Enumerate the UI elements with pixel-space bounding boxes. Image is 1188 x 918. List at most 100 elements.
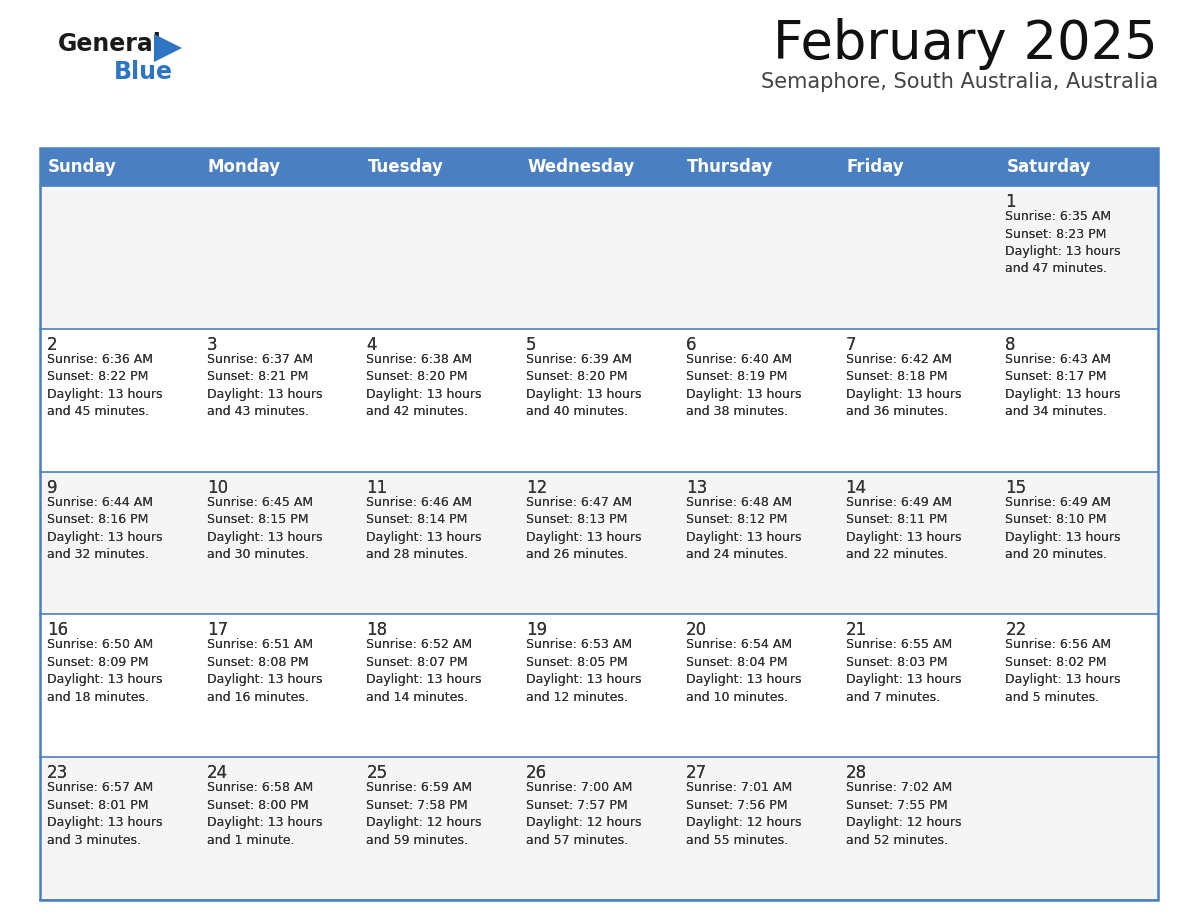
Text: Sunrise: 6:59 AM
Sunset: 7:58 PM
Daylight: 12 hours
and 59 minutes.: Sunrise: 6:59 AM Sunset: 7:58 PM Dayligh… xyxy=(366,781,482,846)
Text: 19: 19 xyxy=(526,621,548,640)
Bar xyxy=(40,186,1158,329)
Text: Sunrise: 6:48 AM
Sunset: 8:12 PM
Daylight: 13 hours
and 24 minutes.: Sunrise: 6:48 AM Sunset: 8:12 PM Dayligh… xyxy=(685,496,802,561)
Text: Sunrise: 7:02 AM
Sunset: 7:55 PM
Daylight: 12 hours
and 52 minutes.: Sunrise: 7:02 AM Sunset: 7:55 PM Dayligh… xyxy=(846,781,961,846)
Polygon shape xyxy=(154,34,182,62)
Text: Sunrise: 6:36 AM
Sunset: 8:22 PM
Daylight: 13 hours
and 45 minutes.: Sunrise: 6:36 AM Sunset: 8:22 PM Dayligh… xyxy=(48,353,163,419)
Text: Sunrise: 6:58 AM
Sunset: 8:00 PM
Daylight: 13 hours
and 1 minute.: Sunrise: 6:58 AM Sunset: 8:00 PM Dayligh… xyxy=(207,781,322,846)
Text: 25: 25 xyxy=(366,764,387,782)
Text: 5: 5 xyxy=(526,336,537,353)
Text: Sunrise: 6:46 AM
Sunset: 8:14 PM
Daylight: 13 hours
and 28 minutes.: Sunrise: 6:46 AM Sunset: 8:14 PM Dayligh… xyxy=(366,496,482,561)
Text: 23: 23 xyxy=(48,764,68,782)
Text: Sunrise: 6:47 AM
Sunset: 8:13 PM
Daylight: 13 hours
and 26 minutes.: Sunrise: 6:47 AM Sunset: 8:13 PM Dayligh… xyxy=(526,496,642,561)
Text: Sunrise: 6:42 AM
Sunset: 8:18 PM
Daylight: 13 hours
and 36 minutes.: Sunrise: 6:42 AM Sunset: 8:18 PM Dayligh… xyxy=(846,353,961,419)
Text: 17: 17 xyxy=(207,621,228,640)
Text: Sunrise: 6:38 AM
Sunset: 8:20 PM
Daylight: 13 hours
and 42 minutes.: Sunrise: 6:38 AM Sunset: 8:20 PM Dayligh… xyxy=(366,353,482,419)
Text: Sunrise: 6:55 AM
Sunset: 8:03 PM
Daylight: 13 hours
and 7 minutes.: Sunrise: 6:55 AM Sunset: 8:03 PM Dayligh… xyxy=(846,638,961,704)
Text: Sunrise: 6:40 AM
Sunset: 8:19 PM
Daylight: 13 hours
and 38 minutes.: Sunrise: 6:40 AM Sunset: 8:19 PM Dayligh… xyxy=(685,353,802,419)
Text: Sunrise: 6:53 AM
Sunset: 8:05 PM
Daylight: 13 hours
and 12 minutes.: Sunrise: 6:53 AM Sunset: 8:05 PM Dayligh… xyxy=(526,638,642,704)
Text: 21: 21 xyxy=(846,621,867,640)
Text: 15: 15 xyxy=(1005,478,1026,497)
Text: Sunrise: 6:51 AM
Sunset: 8:08 PM
Daylight: 13 hours
and 16 minutes.: Sunrise: 6:51 AM Sunset: 8:08 PM Dayligh… xyxy=(207,638,322,704)
Text: 26: 26 xyxy=(526,764,548,782)
Text: 15: 15 xyxy=(1005,478,1026,497)
Text: Sunrise: 6:37 AM
Sunset: 8:21 PM
Daylight: 13 hours
and 43 minutes.: Sunrise: 6:37 AM Sunset: 8:21 PM Dayligh… xyxy=(207,353,322,419)
Text: Sunrise: 6:48 AM
Sunset: 8:12 PM
Daylight: 13 hours
and 24 minutes.: Sunrise: 6:48 AM Sunset: 8:12 PM Dayligh… xyxy=(685,496,802,561)
Text: Sunrise: 6:49 AM
Sunset: 8:10 PM
Daylight: 13 hours
and 20 minutes.: Sunrise: 6:49 AM Sunset: 8:10 PM Dayligh… xyxy=(1005,496,1120,561)
Text: 14: 14 xyxy=(846,478,867,497)
Text: Sunrise: 6:35 AM
Sunset: 8:23 PM
Daylight: 13 hours
and 47 minutes.: Sunrise: 6:35 AM Sunset: 8:23 PM Dayligh… xyxy=(1005,210,1120,275)
Text: Sunrise: 6:56 AM
Sunset: 8:02 PM
Daylight: 13 hours
and 5 minutes.: Sunrise: 6:56 AM Sunset: 8:02 PM Dayligh… xyxy=(1005,638,1120,704)
Text: Sunrise: 6:59 AM
Sunset: 7:58 PM
Daylight: 12 hours
and 59 minutes.: Sunrise: 6:59 AM Sunset: 7:58 PM Dayligh… xyxy=(366,781,482,846)
Text: 3: 3 xyxy=(207,336,217,353)
Bar xyxy=(40,148,1158,186)
Text: Sunrise: 6:53 AM
Sunset: 8:05 PM
Daylight: 13 hours
and 12 minutes.: Sunrise: 6:53 AM Sunset: 8:05 PM Dayligh… xyxy=(526,638,642,704)
Text: 3: 3 xyxy=(207,336,217,353)
Text: Sunrise: 6:51 AM
Sunset: 8:08 PM
Daylight: 13 hours
and 16 minutes.: Sunrise: 6:51 AM Sunset: 8:08 PM Dayligh… xyxy=(207,638,322,704)
Text: Sunrise: 6:42 AM
Sunset: 8:18 PM
Daylight: 13 hours
and 36 minutes.: Sunrise: 6:42 AM Sunset: 8:18 PM Dayligh… xyxy=(846,353,961,419)
Text: 18: 18 xyxy=(366,621,387,640)
Text: Sunrise: 6:44 AM
Sunset: 8:16 PM
Daylight: 13 hours
and 32 minutes.: Sunrise: 6:44 AM Sunset: 8:16 PM Dayligh… xyxy=(48,496,163,561)
Text: Sunrise: 6:43 AM
Sunset: 8:17 PM
Daylight: 13 hours
and 34 minutes.: Sunrise: 6:43 AM Sunset: 8:17 PM Dayligh… xyxy=(1005,353,1120,419)
Text: Sunrise: 6:56 AM
Sunset: 8:02 PM
Daylight: 13 hours
and 5 minutes.: Sunrise: 6:56 AM Sunset: 8:02 PM Dayligh… xyxy=(1005,638,1120,704)
Text: 2: 2 xyxy=(48,336,58,353)
Text: 13: 13 xyxy=(685,478,707,497)
Text: Monday: Monday xyxy=(208,158,280,176)
Text: 22: 22 xyxy=(1005,621,1026,640)
Text: Sunrise: 6:39 AM
Sunset: 8:20 PM
Daylight: 13 hours
and 40 minutes.: Sunrise: 6:39 AM Sunset: 8:20 PM Dayligh… xyxy=(526,353,642,419)
Text: 16: 16 xyxy=(48,621,68,640)
Text: Sunrise: 6:40 AM
Sunset: 8:19 PM
Daylight: 13 hours
and 38 minutes.: Sunrise: 6:40 AM Sunset: 8:19 PM Dayligh… xyxy=(685,353,802,419)
Text: Sunrise: 6:57 AM
Sunset: 8:01 PM
Daylight: 13 hours
and 3 minutes.: Sunrise: 6:57 AM Sunset: 8:01 PM Dayligh… xyxy=(48,781,163,846)
Text: Sunrise: 6:38 AM
Sunset: 8:20 PM
Daylight: 13 hours
and 42 minutes.: Sunrise: 6:38 AM Sunset: 8:20 PM Dayligh… xyxy=(366,353,482,419)
Text: Sunrise: 6:46 AM
Sunset: 8:14 PM
Daylight: 13 hours
and 28 minutes.: Sunrise: 6:46 AM Sunset: 8:14 PM Dayligh… xyxy=(366,496,482,561)
Text: Sunrise: 6:50 AM
Sunset: 8:09 PM
Daylight: 13 hours
and 18 minutes.: Sunrise: 6:50 AM Sunset: 8:09 PM Dayligh… xyxy=(48,638,163,704)
Text: Thursday: Thursday xyxy=(687,158,773,176)
Text: 8: 8 xyxy=(1005,336,1016,353)
Text: 19: 19 xyxy=(526,621,548,640)
Text: 24: 24 xyxy=(207,764,228,782)
Text: 13: 13 xyxy=(685,478,707,497)
Text: 9: 9 xyxy=(48,478,57,497)
Text: 1: 1 xyxy=(1005,193,1016,211)
Text: 25: 25 xyxy=(366,764,387,782)
Text: Wednesday: Wednesday xyxy=(527,158,634,176)
Text: Saturday: Saturday xyxy=(1006,158,1091,176)
Text: Sunrise: 6:49 AM
Sunset: 8:11 PM
Daylight: 13 hours
and 22 minutes.: Sunrise: 6:49 AM Sunset: 8:11 PM Dayligh… xyxy=(846,496,961,561)
Text: Sunrise: 6:45 AM
Sunset: 8:15 PM
Daylight: 13 hours
and 30 minutes.: Sunrise: 6:45 AM Sunset: 8:15 PM Dayligh… xyxy=(207,496,322,561)
Text: 5: 5 xyxy=(526,336,537,353)
Text: 22: 22 xyxy=(1005,621,1026,640)
Text: 10: 10 xyxy=(207,478,228,497)
Text: Sunrise: 6:50 AM
Sunset: 8:09 PM
Daylight: 13 hours
and 18 minutes.: Sunrise: 6:50 AM Sunset: 8:09 PM Dayligh… xyxy=(48,638,163,704)
Text: 6: 6 xyxy=(685,336,696,353)
Text: 26: 26 xyxy=(526,764,548,782)
Text: Tuesday: Tuesday xyxy=(367,158,443,176)
Text: Sunrise: 6:49 AM
Sunset: 8:10 PM
Daylight: 13 hours
and 20 minutes.: Sunrise: 6:49 AM Sunset: 8:10 PM Dayligh… xyxy=(1005,496,1120,561)
Text: Sunrise: 6:52 AM
Sunset: 8:07 PM
Daylight: 13 hours
and 14 minutes.: Sunrise: 6:52 AM Sunset: 8:07 PM Dayligh… xyxy=(366,638,482,704)
Text: Sunrise: 7:00 AM
Sunset: 7:57 PM
Daylight: 12 hours
and 57 minutes.: Sunrise: 7:00 AM Sunset: 7:57 PM Dayligh… xyxy=(526,781,642,846)
Text: Sunrise: 6:55 AM
Sunset: 8:03 PM
Daylight: 13 hours
and 7 minutes.: Sunrise: 6:55 AM Sunset: 8:03 PM Dayligh… xyxy=(846,638,961,704)
Text: Sunrise: 6:47 AM
Sunset: 8:13 PM
Daylight: 13 hours
and 26 minutes.: Sunrise: 6:47 AM Sunset: 8:13 PM Dayligh… xyxy=(526,496,642,561)
Text: Sunrise: 6:39 AM
Sunset: 8:20 PM
Daylight: 13 hours
and 40 minutes.: Sunrise: 6:39 AM Sunset: 8:20 PM Dayligh… xyxy=(526,353,642,419)
Text: 10: 10 xyxy=(207,478,228,497)
Text: 12: 12 xyxy=(526,478,548,497)
Text: 8: 8 xyxy=(1005,336,1016,353)
Text: 6: 6 xyxy=(685,336,696,353)
Text: 7: 7 xyxy=(846,336,857,353)
Text: 14: 14 xyxy=(846,478,867,497)
Text: Sunrise: 6:58 AM
Sunset: 8:00 PM
Daylight: 13 hours
and 1 minute.: Sunrise: 6:58 AM Sunset: 8:00 PM Dayligh… xyxy=(207,781,322,846)
Text: 4: 4 xyxy=(366,336,377,353)
Bar xyxy=(40,472,1158,614)
Text: 27: 27 xyxy=(685,764,707,782)
Text: Sunrise: 6:54 AM
Sunset: 8:04 PM
Daylight: 13 hours
and 10 minutes.: Sunrise: 6:54 AM Sunset: 8:04 PM Dayligh… xyxy=(685,638,802,704)
Text: 24: 24 xyxy=(207,764,228,782)
Text: Sunrise: 6:49 AM
Sunset: 8:11 PM
Daylight: 13 hours
and 22 minutes.: Sunrise: 6:49 AM Sunset: 8:11 PM Dayligh… xyxy=(846,496,961,561)
Text: Sunrise: 6:44 AM
Sunset: 8:16 PM
Daylight: 13 hours
and 32 minutes.: Sunrise: 6:44 AM Sunset: 8:16 PM Dayligh… xyxy=(48,496,163,561)
Text: Sunrise: 6:35 AM
Sunset: 8:23 PM
Daylight: 13 hours
and 47 minutes.: Sunrise: 6:35 AM Sunset: 8:23 PM Dayligh… xyxy=(1005,210,1120,275)
Text: Sunday: Sunday xyxy=(48,158,116,176)
Text: 27: 27 xyxy=(685,764,707,782)
Text: 11: 11 xyxy=(366,478,387,497)
Text: General: General xyxy=(58,32,162,56)
Text: Sunrise: 6:36 AM
Sunset: 8:22 PM
Daylight: 13 hours
and 45 minutes.: Sunrise: 6:36 AM Sunset: 8:22 PM Dayligh… xyxy=(48,353,163,419)
Text: Semaphore, South Australia, Australia: Semaphore, South Australia, Australia xyxy=(760,72,1158,92)
Text: Sunrise: 6:45 AM
Sunset: 8:15 PM
Daylight: 13 hours
and 30 minutes.: Sunrise: 6:45 AM Sunset: 8:15 PM Dayligh… xyxy=(207,496,322,561)
Text: 4: 4 xyxy=(366,336,377,353)
